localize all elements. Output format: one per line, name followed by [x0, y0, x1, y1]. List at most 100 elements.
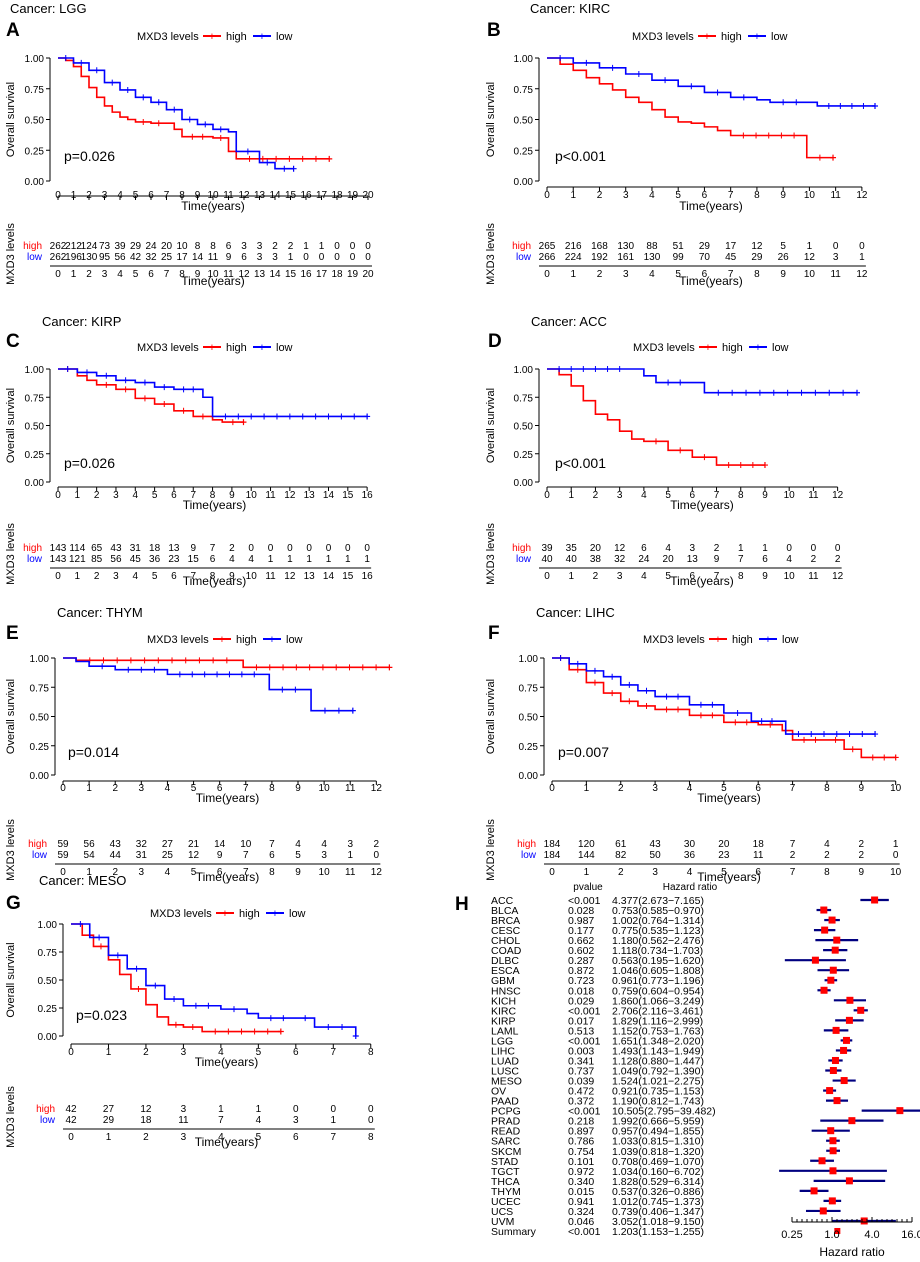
censor-mark-low: [274, 413, 280, 420]
risk-count-low: 5: [295, 850, 301, 861]
risk-count-high: 12: [614, 543, 626, 554]
forest-row-label: KICH: [491, 995, 516, 1007]
forest-estimate-box: [821, 926, 829, 934]
x-axis-label: Time(years): [195, 1055, 259, 1069]
forest-row-label: PRAD: [491, 1116, 521, 1128]
forest-row-hr: 1.828(0.529−6.314): [612, 1176, 704, 1188]
censor-mark-low: [349, 707, 356, 714]
forest-row: SARC 0.786 1.033(0.815−1.310): [491, 1136, 840, 1148]
censor-mark-low: [222, 413, 228, 420]
forest-estimate-box: [810, 1187, 818, 1195]
forest-row: PCPG <0.001 10.505(2.795−39.482): [491, 1106, 920, 1118]
forest-row-label: BRCA: [491, 915, 520, 927]
censor-mark-low: [313, 413, 319, 420]
legend-low-label: low: [771, 31, 788, 43]
censor-mark-high: [744, 719, 750, 726]
censor-mark-high: [333, 664, 339, 671]
censor-mark-low: [847, 731, 853, 738]
forest-row-pvalue: 0.941: [568, 1196, 594, 1208]
forest-row: THYM 0.015 0.537(0.326−0.886): [491, 1186, 829, 1198]
forest-header-hr: Hazard ratio: [663, 882, 718, 893]
risk-x-tick-label: 12: [238, 269, 250, 280]
forest-row-pvalue: 0.177: [568, 925, 594, 937]
risk-count-high: 3: [347, 839, 353, 850]
risk-x-tick-label: 5: [152, 571, 158, 582]
p-value: p=0.007: [558, 744, 609, 760]
p-value: p=0.026: [64, 148, 115, 164]
risk-count-high: 1: [762, 543, 768, 554]
censor-mark-low: [840, 389, 846, 396]
risk-x-tick-label: 8: [210, 571, 216, 582]
p-value: p<0.001: [555, 148, 606, 164]
risk-count-high: 43: [110, 543, 122, 554]
y-tick-label: 0.75: [38, 948, 58, 959]
censor-mark-high: [142, 395, 148, 402]
forest-row: UCS 0.324 0.739(0.406−1.347): [491, 1206, 841, 1218]
risk-count-high: 0: [268, 543, 274, 554]
risk-x-tick-label: 2: [112, 867, 118, 878]
risk-count-low: 1: [331, 1115, 337, 1126]
risk-count-high: 35: [566, 543, 578, 554]
y-tick-label: 0.50: [30, 713, 50, 724]
x-tick-label: 5: [133, 190, 139, 201]
risk-count-low: 23: [718, 850, 730, 861]
forest-row: TGCT 0.972 1.034(0.160−6.702): [491, 1166, 887, 1178]
forest-row-hr: 0.537(0.326−0.886): [612, 1186, 704, 1198]
x-tick-label: 9: [859, 783, 865, 794]
forest-estimate-box: [826, 1087, 834, 1095]
risk-x-tick-label: 11: [223, 269, 234, 280]
x-tick-label: 2: [94, 490, 100, 501]
risk-count-low: 31: [136, 850, 148, 861]
forest-row: PAAD 0.372 1.190(0.812−1.743): [491, 1096, 849, 1108]
x-tick-label: 1: [570, 190, 576, 201]
x-tick-label: 3: [181, 1047, 187, 1058]
risk-count-low: 6: [210, 554, 216, 565]
x-tick-label: 7: [790, 783, 796, 794]
risk-count-high: 0: [306, 543, 312, 554]
x-tick-label: 7: [331, 1047, 337, 1058]
censor-mark-low: [795, 731, 801, 738]
censor-mark-low: [675, 693, 681, 700]
risk-count-low: 25: [162, 850, 174, 861]
legend-low-label: low: [276, 31, 293, 43]
censor-mark-high: [626, 698, 632, 705]
risk-x-tick-label: 12: [856, 269, 868, 280]
risk-count-high: 265: [539, 241, 556, 252]
censor-mark-low: [715, 389, 721, 396]
risk-count-low: 0: [350, 252, 356, 263]
risk-x-tick-label: 11: [265, 571, 276, 582]
risk-count-high: 10: [240, 839, 252, 850]
censor-mark-high: [833, 736, 839, 743]
risk-count-high: 216: [565, 241, 582, 252]
risk-count-low: 95: [99, 252, 111, 263]
forest-row-pvalue: 0.039: [568, 1076, 594, 1088]
x-tick-label: 9: [295, 783, 301, 794]
forest-row-pvalue: 0.472: [568, 1086, 594, 1098]
forest-x-tick-label: 0.25: [781, 1229, 802, 1241]
x-axis-label: Time(years): [697, 791, 761, 805]
censor-mark-low: [568, 366, 574, 372]
risk-x-tick-label: 4: [133, 571, 139, 582]
forest-row-pvalue: 0.015: [568, 1186, 594, 1198]
risk-x-tick-label: 11: [830, 269, 841, 280]
risk-count-high: 20: [718, 839, 730, 850]
forest-row-hr: 0.775(0.535−1.123): [612, 925, 704, 937]
risk-x-tick-label: 0: [55, 571, 61, 582]
x-tick-label: 7: [190, 490, 196, 501]
censor-mark-low: [780, 99, 786, 106]
risk-count-high: 29: [130, 241, 142, 252]
x-tick-label: 5: [152, 490, 158, 501]
risk-count-low: 40: [541, 554, 553, 565]
y-tick-label: 0.00: [25, 478, 45, 489]
legend-title: MXD3 levels: [147, 634, 209, 646]
forest-row-hr: 1.180(0.562−2.476): [612, 935, 704, 947]
censor-mark-low: [325, 1024, 331, 1031]
legend-high-marker: +: [222, 908, 228, 920]
y-tick-label: 0.50: [25, 116, 45, 127]
x-tick-label: 10: [246, 490, 258, 501]
x-tick-label: 7: [164, 190, 170, 201]
x-tick-label: 6: [755, 783, 761, 794]
risk-count-high: 7: [269, 839, 275, 850]
risk-count-high: 114: [69, 543, 85, 554]
censor-mark-high: [766, 132, 772, 139]
